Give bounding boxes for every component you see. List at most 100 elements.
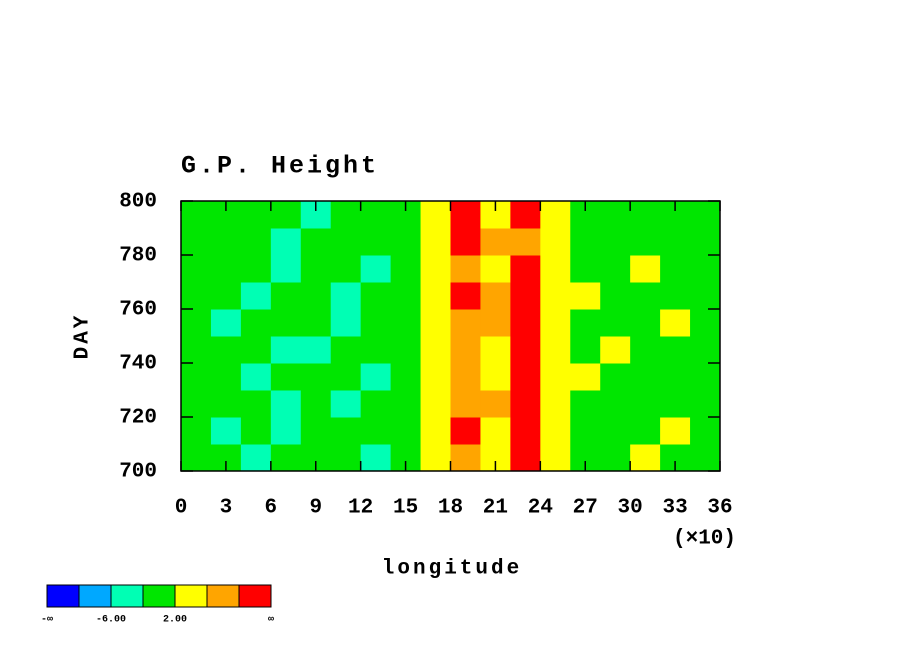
heatmap-cell	[450, 390, 481, 418]
heatmap-cell	[420, 201, 451, 229]
heatmap-cell	[210, 363, 242, 391]
heatmap-cell	[540, 309, 571, 337]
heatmap-cell	[660, 309, 691, 337]
heatmap-cell	[270, 444, 302, 472]
heatmap-cell	[210, 309, 242, 337]
heatmap-cell	[390, 417, 422, 445]
heatmap-cell	[600, 309, 631, 337]
colorbar-swatch	[142, 584, 176, 608]
heatmap-cell	[540, 417, 571, 445]
heatmap-cell	[240, 201, 272, 229]
heatmap-cell	[181, 363, 212, 391]
heatmap-cell	[270, 390, 302, 418]
heatmap-cell	[420, 336, 451, 364]
heatmap-cell	[270, 417, 302, 445]
heatmap-cell	[330, 417, 362, 445]
heatmap-cell	[540, 390, 571, 418]
heatmap-cell	[690, 201, 721, 229]
heatmap-cell	[240, 417, 272, 445]
heatmap-cell	[660, 255, 691, 283]
heatmap-cell	[510, 336, 541, 364]
heatmap-cell	[360, 444, 392, 472]
heatmap-cell	[540, 228, 571, 256]
y-tick-label: 700	[119, 461, 157, 484]
heatmap-cell	[480, 228, 511, 256]
y-tick-label: 760	[119, 299, 157, 322]
heatmap-cell	[420, 255, 451, 283]
x-tick-label: 6	[265, 497, 278, 520]
heatmap-cell	[690, 282, 721, 310]
heatmap-cell	[480, 363, 511, 391]
x-tick-label: 30	[618, 497, 643, 520]
chart-title: G.P. Height	[181, 152, 379, 181]
heatmap-cell	[630, 228, 661, 256]
heatmap-cell	[270, 363, 302, 391]
heatmap-cell	[630, 201, 661, 229]
heatmap-cell	[450, 201, 481, 229]
heatmap-cell	[450, 417, 481, 445]
x-tick-label: 18	[438, 497, 463, 520]
x-tick-label: 15	[393, 497, 418, 520]
heatmap-cell	[480, 336, 511, 364]
heatmap-cell	[690, 417, 721, 445]
heatmap-cell	[330, 336, 362, 364]
heatmap-cell	[390, 255, 422, 283]
heatmap-cell	[510, 417, 541, 445]
heatmap-cell	[270, 228, 302, 256]
heatmap-cell	[390, 282, 422, 310]
y-axis-label: DAY	[72, 313, 95, 360]
heatmap-cell	[360, 417, 392, 445]
x-tick-label: 24	[528, 497, 553, 520]
heatmap-cell	[540, 444, 571, 472]
heatmap-cell	[300, 228, 332, 256]
heatmap-cell	[390, 390, 422, 418]
x-tick-label: 3	[220, 497, 233, 520]
heatmap-cell	[690, 309, 721, 337]
heatmap-cell	[690, 444, 721, 472]
colorbar-low-label: -∞	[41, 615, 53, 626]
heatmap-cell	[240, 390, 272, 418]
heatmap-cell	[570, 309, 601, 337]
heatmap-cell	[240, 228, 272, 256]
heatmap-cell	[510, 363, 541, 391]
heatmap-cell	[660, 390, 691, 418]
heatmap-cell	[270, 201, 302, 229]
heatmap-cell	[181, 417, 212, 445]
heatmap-cell	[270, 309, 302, 337]
heatmap-cell	[360, 336, 392, 364]
heatmap-cell	[330, 444, 362, 472]
heatmap-cell	[181, 309, 212, 337]
heatmap-cell	[570, 390, 601, 418]
heatmap-cell	[510, 228, 541, 256]
heatmap-cell	[630, 444, 661, 472]
heatmap-cell	[480, 309, 511, 337]
heatmap-cell	[600, 363, 631, 391]
x-tick-label: 33	[662, 497, 687, 520]
colorbar-label: 2.00	[163, 615, 187, 626]
heatmap-cell	[330, 201, 362, 229]
heatmap-cell	[660, 336, 691, 364]
heatmap-cell	[450, 336, 481, 364]
heatmap-cell	[360, 228, 392, 256]
heatmap-cell	[570, 336, 601, 364]
heatmap-cell	[510, 309, 541, 337]
heatmap-cell	[420, 444, 451, 472]
heatmap-cell	[330, 309, 362, 337]
heatmap-cell	[690, 228, 721, 256]
heatmap-cell	[270, 255, 302, 283]
heatmap-cell	[210, 417, 242, 445]
heatmap-cell	[690, 336, 721, 364]
x-axis-label: longitude	[382, 558, 522, 581]
heatmap-cell	[450, 444, 481, 472]
heatmap-cell	[600, 255, 631, 283]
heatmap-cell	[210, 390, 242, 418]
heatmap-cell	[390, 309, 422, 337]
heatmap-cell	[270, 282, 302, 310]
heatmap-cell	[600, 417, 631, 445]
heatmap-cell	[300, 363, 332, 391]
colorbar-label: -6.00	[96, 615, 126, 626]
heatmap-cell	[420, 309, 451, 337]
heatmap-cell	[420, 228, 451, 256]
heatmap-cell	[360, 363, 392, 391]
heatmap-cell	[360, 309, 392, 337]
